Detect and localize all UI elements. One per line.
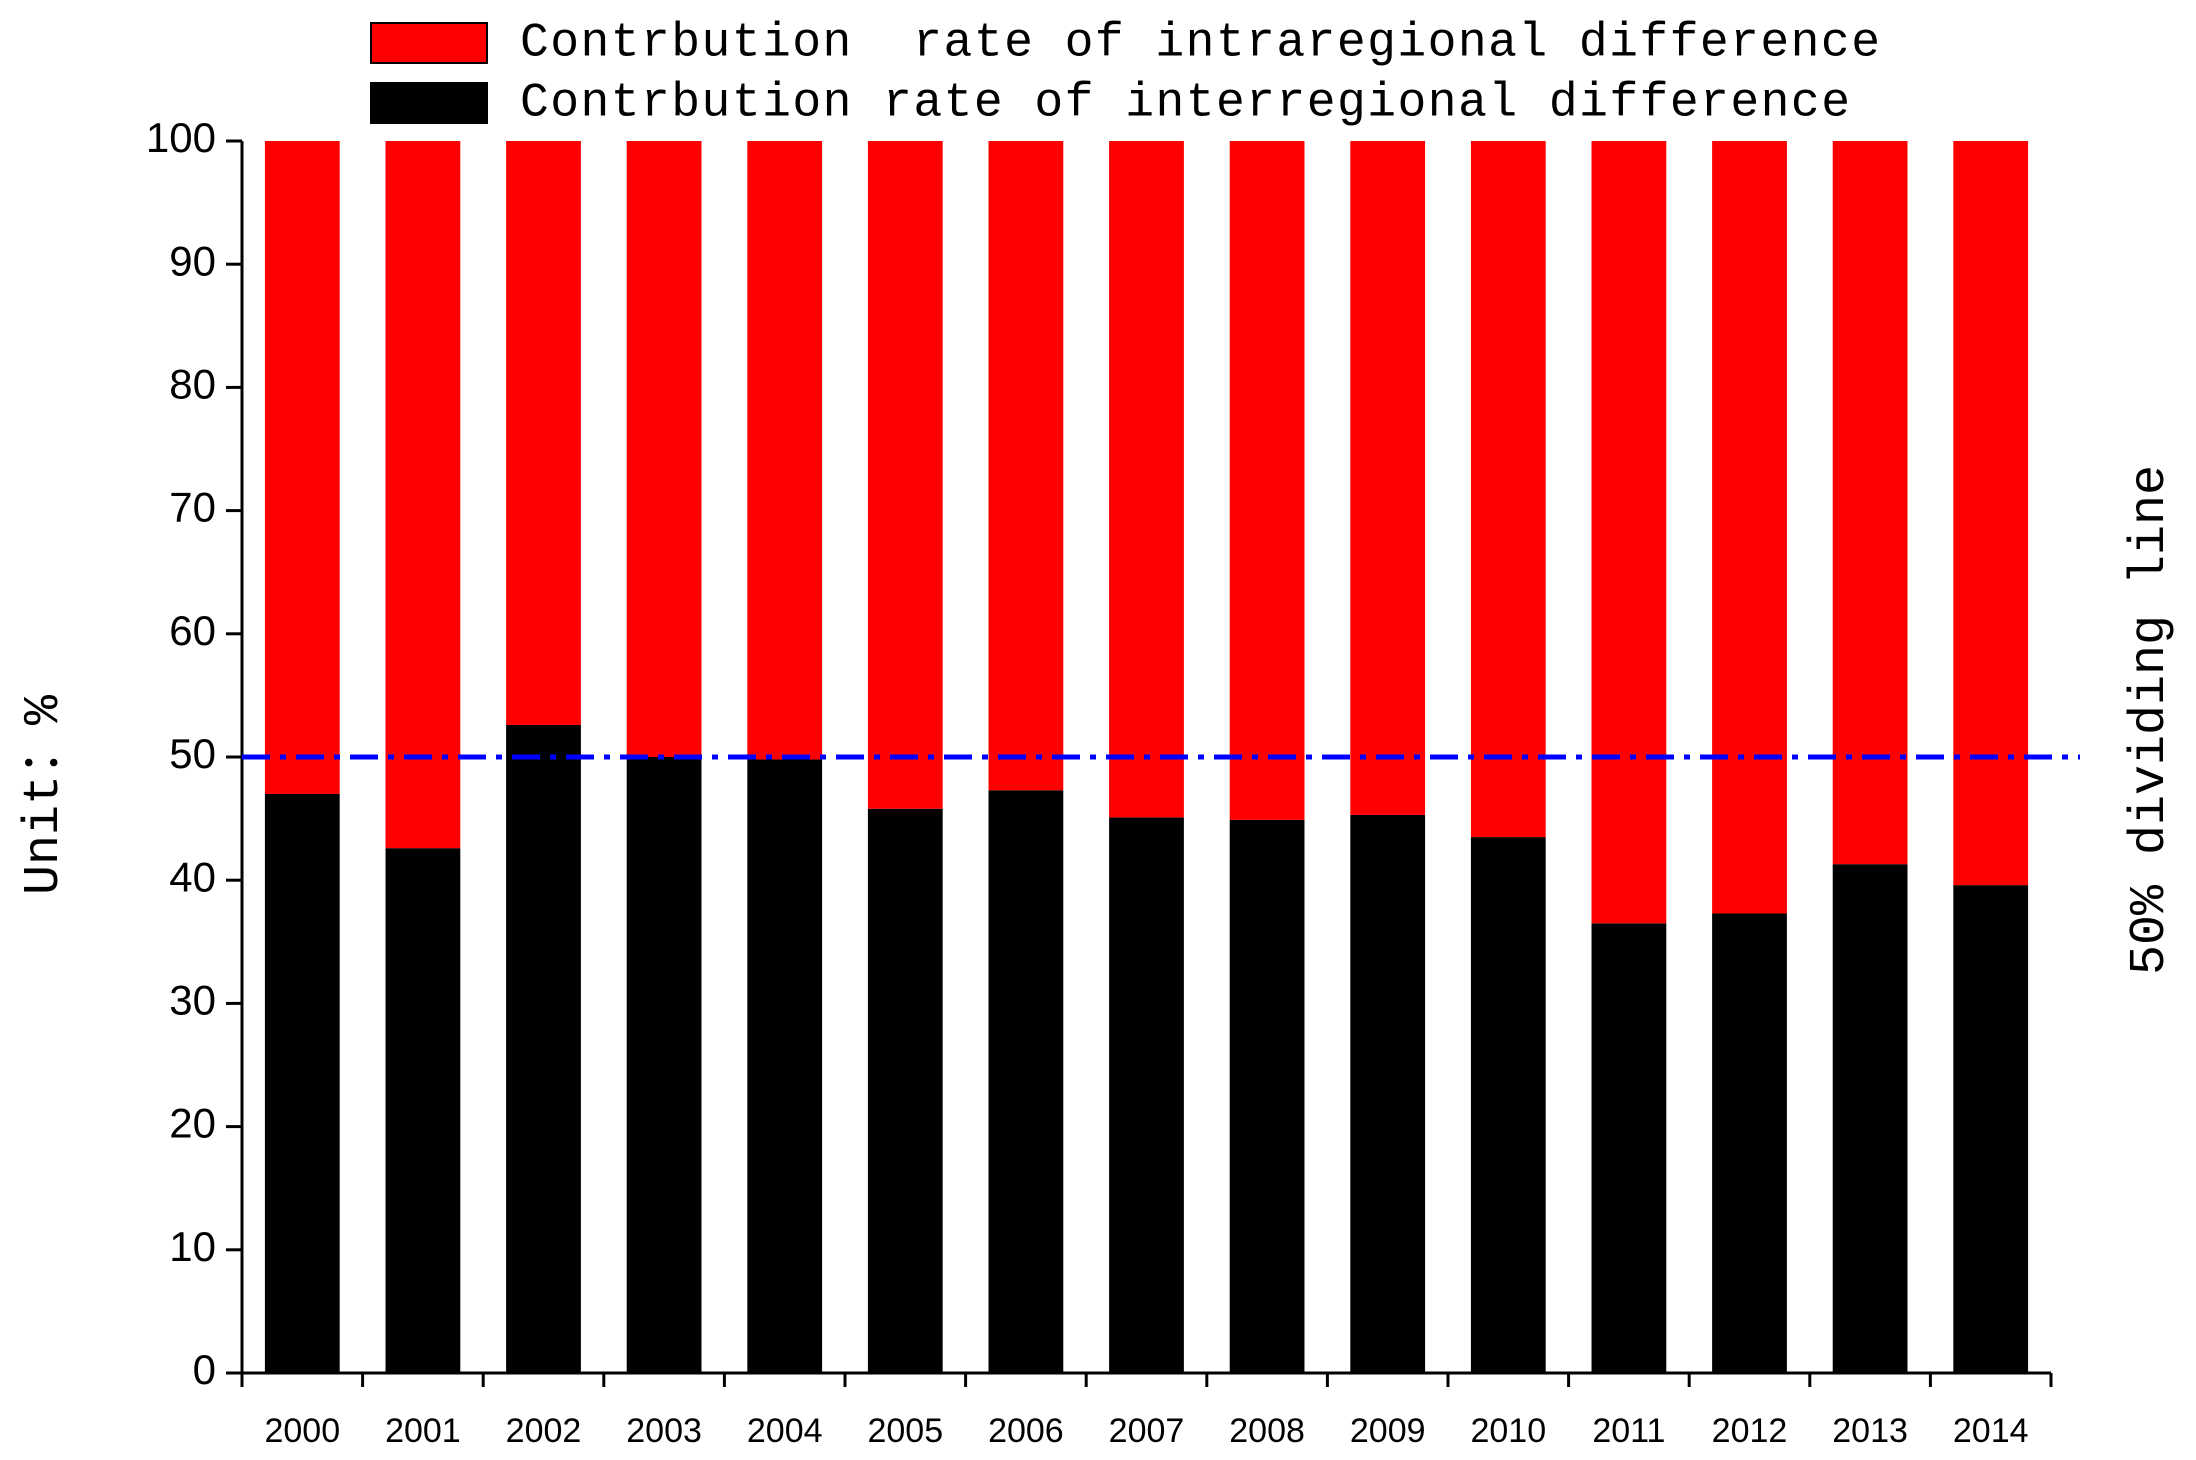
bar bbox=[747, 141, 823, 760]
bar bbox=[1591, 141, 1667, 924]
bar bbox=[988, 141, 1064, 791]
y-tick-label: 90 bbox=[169, 237, 216, 284]
bar bbox=[626, 141, 702, 757]
bar bbox=[867, 141, 943, 809]
bar bbox=[506, 141, 581, 725]
y-tick-label: 0 bbox=[193, 1346, 216, 1393]
bar bbox=[1953, 141, 2029, 886]
bar bbox=[264, 141, 340, 794]
bar bbox=[1350, 814, 1426, 1373]
bar bbox=[988, 790, 1064, 1373]
x-tick-label: 2005 bbox=[867, 1412, 943, 1450]
bar bbox=[385, 141, 461, 849]
y-tick-label: 60 bbox=[169, 607, 216, 654]
x-tick-label: 2002 bbox=[506, 1412, 582, 1450]
y-tick-label: 50 bbox=[169, 730, 216, 777]
x-tick-label: 2011 bbox=[1592, 1412, 1665, 1450]
bar bbox=[1470, 141, 1546, 838]
legend-label: Contrbution rate of interregional differ… bbox=[520, 77, 1850, 131]
x-tick-label: 2013 bbox=[1832, 1412, 1908, 1450]
x-tick-label: 2012 bbox=[1712, 1412, 1788, 1450]
bar bbox=[626, 757, 702, 1373]
bar bbox=[747, 759, 823, 1373]
x-tick-label: 2014 bbox=[1953, 1412, 2029, 1450]
y-tick-label: 30 bbox=[169, 976, 216, 1023]
bar bbox=[1109, 817, 1184, 1373]
x-tick-label: 2007 bbox=[1109, 1412, 1185, 1450]
bar bbox=[1470, 837, 1546, 1373]
bar bbox=[1350, 141, 1426, 815]
reference-label: 50% dividing line bbox=[2122, 465, 2179, 975]
y-tick-label: 80 bbox=[169, 360, 216, 407]
bar bbox=[506, 724, 581, 1373]
bar bbox=[385, 848, 461, 1373]
bar bbox=[1109, 141, 1184, 818]
x-tick-label: 2004 bbox=[747, 1412, 823, 1450]
bar bbox=[1229, 141, 1305, 820]
y-axis-label: Unit：% bbox=[16, 694, 73, 895]
y-tick-label: 10 bbox=[169, 1223, 216, 1270]
legend-label: Contrbution rate of intraregional differ… bbox=[520, 17, 1880, 71]
bar bbox=[1832, 864, 1908, 1373]
x-tick-label: 2008 bbox=[1229, 1412, 1305, 1450]
x-tick-label: 2003 bbox=[626, 1412, 702, 1450]
bar bbox=[867, 808, 943, 1373]
bar bbox=[1229, 819, 1305, 1373]
x-tick-label: 2010 bbox=[1470, 1412, 1546, 1450]
y-tick-label: 20 bbox=[169, 1100, 216, 1147]
legend-swatch bbox=[370, 22, 488, 64]
y-tick-label: 100 bbox=[146, 114, 216, 161]
x-tick-label: 2001 bbox=[385, 1412, 461, 1450]
bar bbox=[1712, 141, 1787, 914]
y-tick-label: 40 bbox=[169, 853, 216, 900]
bar bbox=[1832, 141, 1908, 865]
x-tick-label: 2000 bbox=[264, 1412, 340, 1450]
bar bbox=[1953, 885, 2029, 1373]
y-tick-label: 70 bbox=[169, 484, 216, 531]
bar bbox=[1712, 913, 1787, 1373]
bar bbox=[1591, 923, 1667, 1373]
x-tick-label: 2009 bbox=[1350, 1412, 1426, 1450]
legend-swatch bbox=[370, 82, 488, 124]
x-tick-label: 2006 bbox=[988, 1412, 1064, 1450]
bar bbox=[264, 793, 340, 1373]
